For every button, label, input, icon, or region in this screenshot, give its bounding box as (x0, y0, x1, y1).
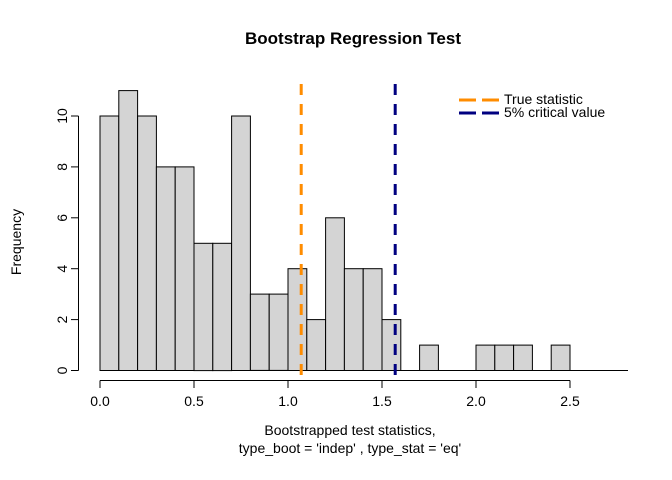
histogram-bar (381, 319, 402, 372)
histogram-bar (287, 268, 308, 372)
dashed-line-swatch-navy (459, 111, 499, 114)
legend-label-critical-value: 5% critical value (504, 104, 606, 120)
histogram-bar (550, 344, 571, 372)
histogram-bar (494, 344, 515, 372)
x-tick-label: 1.5 (372, 393, 392, 409)
x-tick-label: 2.5 (560, 393, 580, 409)
histogram-bar (99, 115, 120, 371)
histogram-bar (118, 90, 139, 371)
histogram-bar (306, 319, 327, 372)
dashed-line-swatch-orange (459, 98, 499, 101)
y-axis-label: Frequency (8, 208, 24, 276)
histogram-bar (513, 344, 533, 372)
histogram-bar (212, 242, 233, 372)
x-axis-label-line2: type_boot = 'indep' , type_stat = 'eq' (238, 440, 462, 456)
x-tick-label: 0.5 (184, 393, 204, 409)
histogram-bar (325, 217, 345, 371)
x-tick-label: 1.0 (278, 393, 298, 409)
chart-title: Bootstrap Regression Test (244, 29, 461, 48)
histogram-bar (343, 268, 364, 372)
histogram-bar (249, 293, 270, 371)
histogram-bar (419, 344, 439, 372)
y-tick-label: 2 (54, 315, 70, 323)
legend-item-true-statistic: True statistic (459, 91, 605, 107)
legend-item-critical-value: 5% critical value (459, 104, 606, 120)
histogram-bar (155, 166, 176, 371)
y-tick-label: 4 (54, 265, 70, 273)
x-axis-label-line1: Bootstrapped test statistics, (264, 422, 436, 438)
histogram-bar (193, 242, 214, 372)
histogram-bar (362, 268, 383, 372)
y-tick-label: 10 (54, 108, 70, 124)
histogram-bar (137, 115, 157, 371)
y-tick-label: 6 (54, 214, 70, 222)
histogram-bar (231, 115, 251, 371)
y-tick-label: 8 (54, 163, 70, 171)
histogram-bar (174, 166, 195, 371)
y-tick-label: 0 (54, 366, 70, 374)
histogram-bar (475, 344, 496, 372)
legend-label-true-statistic: True statistic (504, 91, 583, 107)
legend: True statistic 5% critical value (459, 91, 606, 120)
x-tick-label: 2.0 (466, 393, 486, 409)
x-tick-label: 0.0 (90, 393, 110, 409)
histogram-bar (268, 293, 289, 371)
